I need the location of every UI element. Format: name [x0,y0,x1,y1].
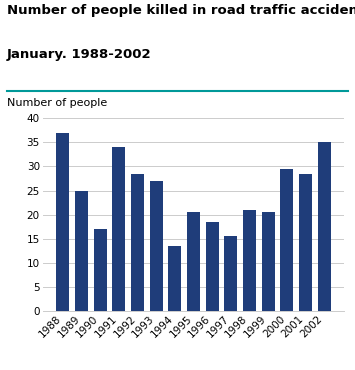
Bar [299,174,312,311]
Bar [280,169,293,311]
Bar [318,142,331,311]
Bar [224,236,237,311]
Bar [262,212,275,311]
Bar [206,222,219,311]
Bar [56,133,69,311]
Bar [131,174,144,311]
Bar [75,191,88,311]
Text: January. 1988-2002: January. 1988-2002 [7,48,152,61]
Text: Number of people: Number of people [7,98,107,108]
Text: Number of people killed in road traffic accidents.: Number of people killed in road traffic … [7,4,355,17]
Bar [168,246,181,311]
Bar [112,147,125,311]
Bar [243,210,256,311]
Bar [149,181,163,311]
Bar [94,229,107,311]
Bar [187,212,200,311]
